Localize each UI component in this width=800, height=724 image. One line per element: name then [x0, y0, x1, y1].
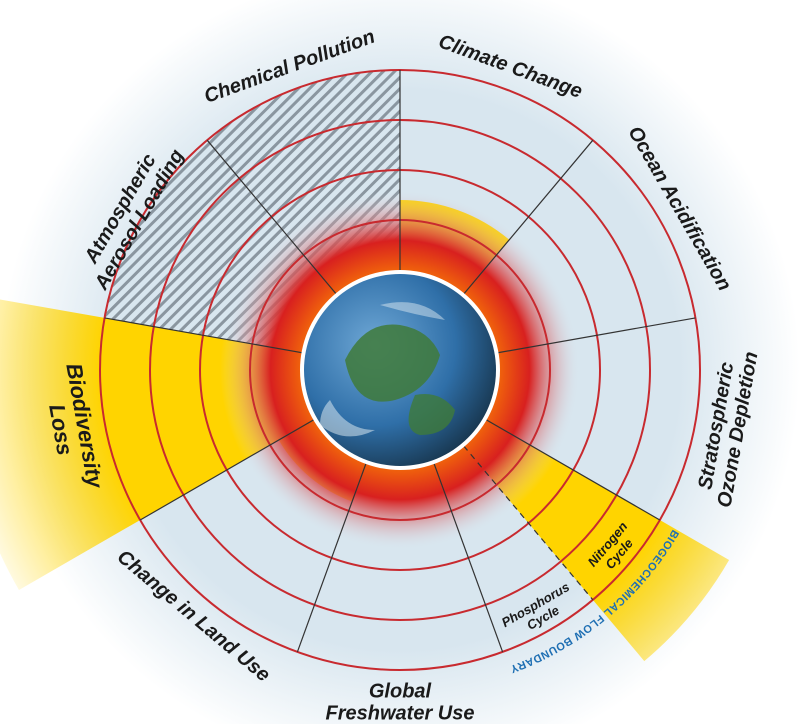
earth [300, 270, 500, 470]
label-freshwater-l0: Global [369, 680, 432, 702]
planetary-boundaries-diagram: { "type": "radial-sector-infographic", "… [0, 0, 800, 724]
label-freshwater-l1: Freshwater Use [326, 702, 475, 724]
diagram-svg: Climate ChangeOcean AcidificationStratos… [0, 0, 800, 724]
